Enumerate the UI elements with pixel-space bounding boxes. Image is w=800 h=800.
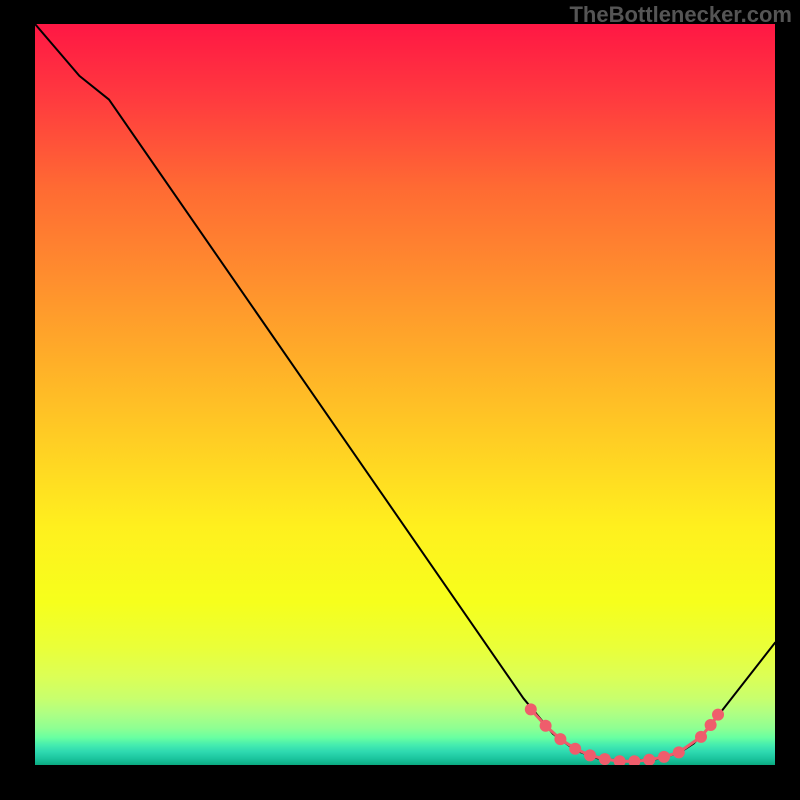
optimal-marker	[569, 743, 581, 755]
optimal-marker	[584, 749, 596, 761]
optimal-marker	[540, 720, 552, 732]
gradient-background	[35, 24, 775, 765]
plot-panel	[35, 24, 775, 765]
watermark-text: TheBottlenecker.com	[569, 2, 792, 28]
optimal-marker	[705, 719, 717, 731]
plot-svg	[35, 24, 775, 765]
optimal-marker	[525, 703, 537, 715]
optimal-marker	[554, 733, 566, 745]
optimal-marker	[658, 751, 670, 763]
optimal-marker	[599, 753, 611, 765]
optimal-marker	[695, 731, 707, 743]
optimal-marker	[673, 746, 685, 758]
stage: TheBottlenecker.com	[0, 0, 800, 800]
optimal-marker	[712, 709, 724, 721]
